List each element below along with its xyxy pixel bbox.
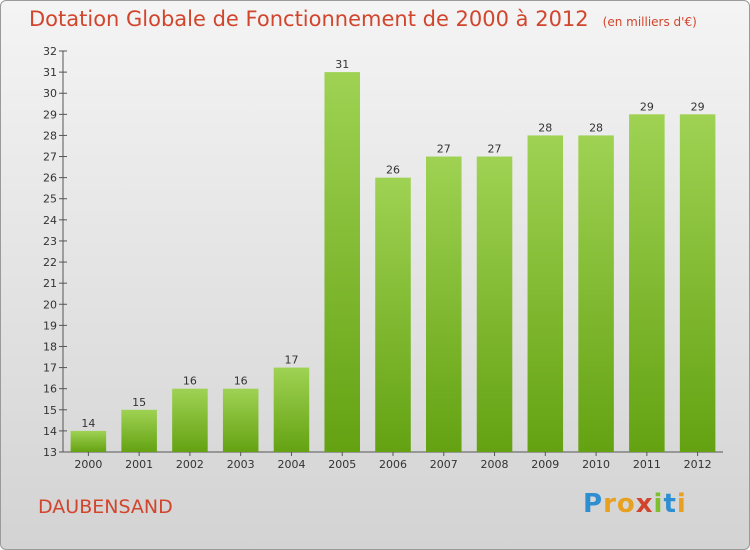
x-tick-label-2006: 2006 (379, 458, 407, 471)
y-tick-label: 29 (43, 108, 57, 121)
y-tick-label: 31 (43, 66, 57, 79)
value-label-2005: 31 (335, 58, 349, 71)
x-tick-label-2009: 2009 (531, 458, 559, 471)
x-tick-label-2004: 2004 (277, 458, 305, 471)
value-label-2012: 29 (691, 100, 705, 113)
proxiti-logo[interactable]: Proxiti (583, 489, 687, 519)
y-tick-label: 16 (43, 383, 57, 396)
location-name: DAUBENSAND (38, 496, 173, 518)
value-label-2002: 16 (183, 375, 197, 388)
bar-2011 (629, 114, 665, 452)
value-label-2003: 16 (234, 375, 248, 388)
y-tick-label: 13 (43, 446, 57, 459)
x-tick-label-2003: 2003 (227, 458, 255, 471)
x-tick-label-2012: 2012 (684, 458, 712, 471)
bar-2008 (476, 156, 513, 453)
y-tick-label: 17 (43, 362, 57, 375)
chart-subtitle: (en milliers d'€) (602, 15, 697, 29)
x-tick-label-2001: 2001 (125, 458, 153, 471)
value-label-2010: 28 (589, 121, 603, 134)
x-tick-label-2008: 2008 (481, 458, 509, 471)
value-label-2007: 27 (437, 143, 451, 156)
bar-2006 (375, 177, 411, 452)
y-axis: 13 14 15 16 17 18 19 20 21 22 23 24 25 26 27 28 29 30 31 32 (43, 45, 67, 459)
x-tick-label-2002: 2002 (176, 458, 204, 471)
brand-letter: t (663, 489, 677, 519)
y-tick-label: 15 (43, 404, 57, 417)
value-label-2006: 26 (386, 164, 400, 177)
bar-2009 (527, 135, 564, 452)
brand-letter: i (676, 489, 687, 519)
x-tick-label-2011: 2011 (633, 458, 661, 471)
value-label-2001: 15 (132, 396, 146, 409)
bar-2007 (426, 156, 462, 453)
y-tick-label: 30 (43, 87, 57, 100)
x-axis: 2000 2001 2002 2003 2004 2005 2006 2007 2008 2009… (63, 451, 723, 471)
y-tick-label: 24 (43, 214, 57, 227)
bar-2003 (222, 388, 259, 452)
y-tick-label: 25 (43, 193, 57, 206)
value-label-2011: 29 (640, 100, 654, 113)
x-tick-label-2007: 2007 (430, 458, 458, 471)
brand-letter: P (583, 489, 604, 519)
chart-title-text: Dotation Globale de Fonctionnement de 20… (29, 7, 589, 31)
bar-2005 (324, 72, 360, 453)
value-label-2008: 27 (488, 143, 502, 156)
bar-2002 (172, 388, 208, 452)
x-tick-label-2000: 2000 (74, 458, 102, 471)
value-label-2009: 28 (538, 121, 552, 134)
y-tick-label: 27 (43, 151, 57, 164)
brand-letter: o (616, 489, 636, 519)
y-tick-label: 21 (43, 277, 57, 290)
bar-2001 (121, 409, 157, 452)
y-tick-label: 23 (43, 235, 57, 248)
y-tick-label: 26 (43, 172, 57, 185)
y-tick-label: 19 (43, 319, 57, 332)
x-tick-label-2010: 2010 (582, 458, 610, 471)
value-label-2004: 17 (284, 354, 298, 367)
y-tick-label: 20 (43, 298, 57, 311)
bars (70, 72, 716, 453)
bar-2004 (273, 367, 310, 452)
y-tick-label: 32 (43, 45, 57, 58)
bar-2010 (578, 135, 614, 452)
value-label-2000: 14 (81, 417, 95, 430)
brand-letter: i (653, 489, 664, 519)
x-tick-label-2005: 2005 (328, 458, 356, 471)
y-tick-label: 14 (43, 425, 57, 438)
brand-letter: r (603, 489, 617, 519)
y-tick-label: 22 (43, 256, 57, 269)
brand-letter: x (635, 489, 654, 519)
bar-2000 (70, 430, 107, 452)
bar-2012 (679, 114, 716, 452)
y-tick-label: 28 (43, 129, 57, 142)
chart-title: Dotation Globale de Fonctionnement de 20… (29, 7, 697, 31)
value-labels: 14 15 16 16 17 31 26 27 27 28 28 29 29 (81, 58, 704, 430)
y-tick-label: 18 (43, 340, 57, 353)
